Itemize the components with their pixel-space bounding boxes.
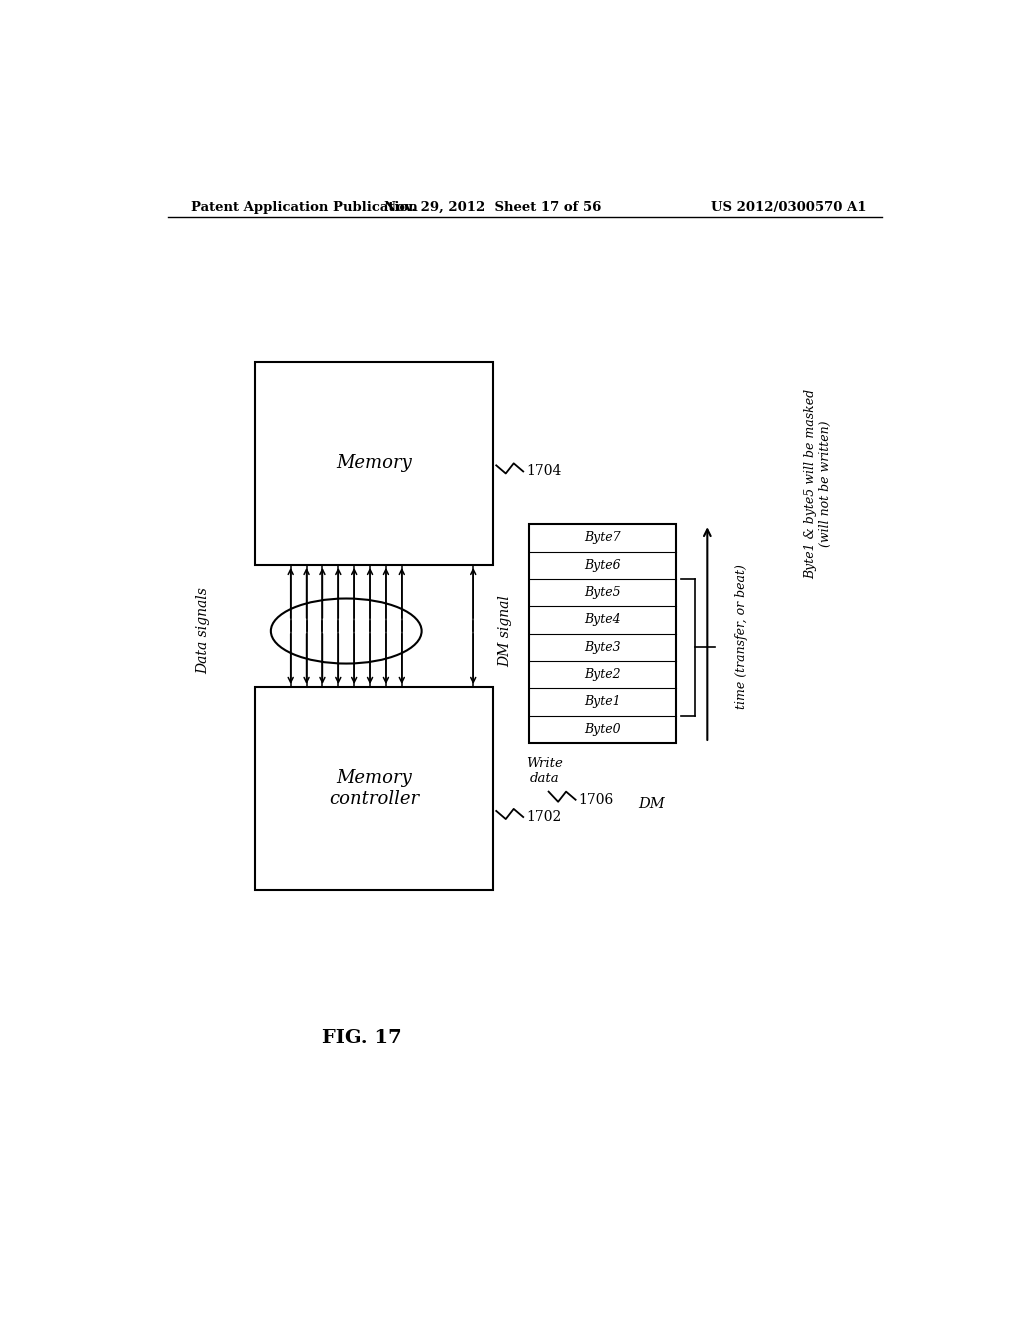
Bar [255,686,493,890]
Text: Byte4: Byte4 [584,614,621,627]
Text: Byte7: Byte7 [584,532,621,544]
Text: Byte5: Byte5 [584,586,621,599]
Text: Byte6: Byte6 [584,558,621,572]
Bar [255,362,493,565]
Text: Byte2: Byte2 [584,668,621,681]
Text: Nov. 29, 2012  Sheet 17 of 56: Nov. 29, 2012 Sheet 17 of 56 [384,201,602,214]
Text: 1706: 1706 [579,793,614,807]
Text: Memory
controller: Memory controller [329,770,419,808]
Text: Patent Application Publication: Patent Application Publication [191,201,418,214]
Text: Byte1 & byte5 will be masked
(will not be written): Byte1 & byte5 will be masked (will not b… [805,388,833,578]
Bar [528,524,676,743]
Text: time (transfer, or beat): time (transfer, or beat) [735,564,749,709]
Text: 1702: 1702 [526,810,561,824]
Text: DM signal: DM signal [498,595,512,667]
Text: Memory: Memory [336,454,412,473]
Text: Byte3: Byte3 [584,640,621,653]
Text: Data signals: Data signals [197,587,210,675]
Text: DM: DM [638,797,666,810]
Text: US 2012/0300570 A1: US 2012/0300570 A1 [711,201,866,214]
Text: Byte0: Byte0 [584,722,621,735]
Text: 1704: 1704 [526,465,562,478]
Text: FIG. 17: FIG. 17 [323,1028,402,1047]
Text: Write
data: Write data [526,758,563,785]
Text: Byte1: Byte1 [584,696,621,709]
